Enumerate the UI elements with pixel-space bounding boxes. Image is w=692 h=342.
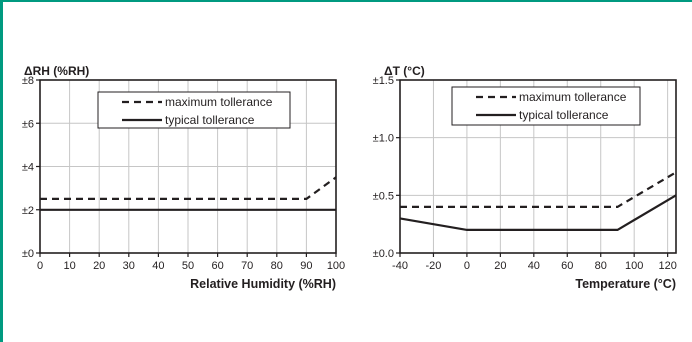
x-tick-label: 80 <box>595 260 607 272</box>
x-tick-label: 100 <box>625 260 643 272</box>
plot-frame <box>399 79 677 254</box>
x-tick-label: 30 <box>123 260 135 272</box>
legend-box <box>451 86 641 126</box>
chart-panel-2: -40 -20 0 20 40 60 80 100 120 ±0.0 ±0.5 ±1.0 ±1.5ΔT … <box>373 64 677 291</box>
x-tick-label: 10 <box>63 260 75 272</box>
x-tick-label: 20 <box>494 260 506 272</box>
y-tick-label: ±0.0 <box>373 248 394 260</box>
y-tick-label: ±1.5 <box>373 75 394 87</box>
x-tick-label: 60 <box>211 260 223 272</box>
x-tick-label: 120 <box>658 260 676 272</box>
x-tick-label: 40 <box>152 260 164 272</box>
x-tick-label: 90 <box>300 260 312 272</box>
x-tick-label: 70 <box>241 260 253 272</box>
y-tick-label: ±4 <box>22 162 34 174</box>
y-tick-label: ±2 <box>22 205 34 217</box>
x-axis-title: Relative Humidity (%RH) <box>190 277 336 291</box>
x-tick-label: -40 <box>392 260 408 272</box>
legend-label: maximum tollerance <box>519 90 627 104</box>
legend-label: maximum tollerance <box>165 95 273 109</box>
x-tick-label: 80 <box>271 260 283 272</box>
y-tick-label: ±8 <box>22 75 34 87</box>
x-tick-label: 60 <box>561 260 573 272</box>
x-tick-label: 0 <box>464 260 470 272</box>
x-axis-title: Temperature (°C) <box>575 277 676 291</box>
series-line-typical <box>399 194 677 231</box>
y-tick-label: ±0 <box>22 248 34 260</box>
series-line-maximum <box>40 176 337 200</box>
series-line-maximum <box>400 171 677 208</box>
x-tick-label: 20 <box>93 260 105 272</box>
legend-label: typical tollerance <box>165 113 255 127</box>
x-tick-label: 0 <box>37 260 43 272</box>
x-tick-label: -20 <box>426 260 442 272</box>
y-tick-label: ±1.0 <box>373 133 394 145</box>
legend-label: typical tollerance <box>519 108 609 122</box>
x-tick-label: 100 <box>327 260 345 272</box>
x-tick-label: 50 <box>182 260 194 272</box>
y-axis-title: ΔT (°C) <box>384 64 425 78</box>
legend-box <box>97 91 291 129</box>
y-axis-title: ΔRH (%RH) <box>24 64 89 78</box>
y-tick-label: ±0.5 <box>373 190 394 202</box>
x-tick-label: 40 <box>528 260 540 272</box>
y-tick-label: ±6 <box>22 118 34 130</box>
